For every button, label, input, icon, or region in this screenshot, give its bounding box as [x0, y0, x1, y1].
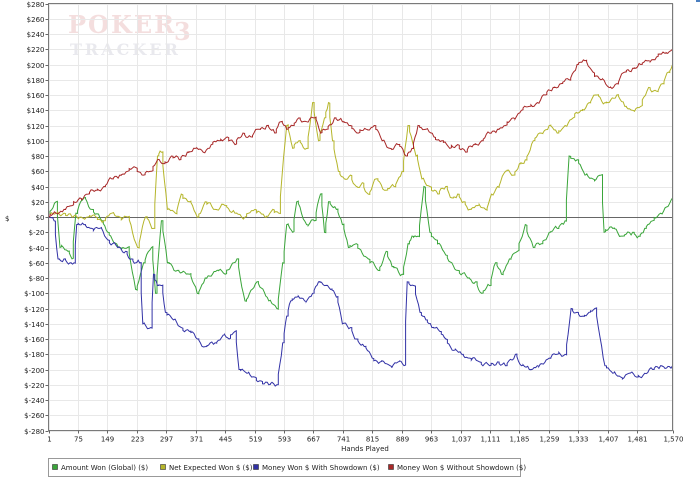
y-tick-label: $220: [27, 46, 45, 54]
edge-marker: [696, 0, 700, 2]
x-tick-label: 889: [396, 436, 409, 444]
y-axis-ticks: $280 $260 $240 $220 $200 $180 $160 $140 $120 $100…: [24, 1, 49, 436]
x-tick-label: 1,570: [663, 436, 683, 444]
legend-label: Net Expected Won $ ($): [169, 464, 253, 472]
y-tick-label: $260: [27, 16, 45, 24]
legend: Amount Won (Global) ($) Net Expected Won …: [48, 458, 526, 477]
y-tick-label: $120: [27, 123, 45, 131]
y-tick-label: $80: [31, 153, 44, 161]
legend-label: Money Won $ Without Showdown ($): [397, 464, 526, 472]
y-tick-label: $60: [31, 168, 44, 176]
y-tick-label: $-20: [29, 229, 45, 237]
legend-label: Amount Won (Global) ($): [61, 464, 148, 472]
y-axis-title: $: [5, 215, 9, 223]
y-tick-label: $-220: [24, 382, 44, 390]
series-lines: [48, 48, 673, 387]
y-tick-label: $-100: [24, 290, 44, 298]
x-tick-label: 75: [74, 436, 83, 444]
x-tick-label: 1,333: [568, 436, 588, 444]
legend-swatch: [388, 464, 394, 470]
series-line: [48, 215, 673, 387]
logo-mark: 3: [174, 17, 193, 46]
x-tick-label: 593: [278, 436, 291, 444]
series-line: [48, 48, 673, 218]
x-tick-label: 815: [366, 436, 379, 444]
y-tick-label: $-120: [24, 306, 44, 314]
x-tick-label: 1,111: [480, 436, 500, 444]
x-axis-title: Hands Played: [341, 445, 389, 453]
y-tick-label: $-60: [29, 260, 45, 268]
y-tick-label: $-200: [24, 367, 44, 375]
x-tick-label: 371: [190, 436, 203, 444]
y-tick-label: $-280: [24, 428, 44, 436]
x-tick-label: 1,481: [627, 436, 647, 444]
x-tick-label: 1,037: [451, 436, 471, 444]
x-tick-label: 149: [101, 436, 114, 444]
x-tick-label: 667: [307, 436, 320, 444]
y-tick-label: $-180: [24, 351, 44, 359]
y-tick-label: $-160: [24, 336, 44, 344]
y-tick-label: $240: [27, 31, 45, 39]
x-tick-label: 519: [249, 436, 262, 444]
series-line: [48, 155, 673, 310]
x-tick-label: 1,407: [598, 436, 618, 444]
y-tick-label: $-240: [24, 397, 44, 405]
x-axis-ticks: 1 75 149 223 297 371 445 519 593 667 741 815 889 963 1…: [47, 430, 684, 444]
legend-swatch: [52, 464, 58, 470]
x-tick-label: 445: [219, 436, 232, 444]
y-tick-label: $-260: [24, 412, 44, 420]
y-tick-label: $280: [27, 1, 45, 9]
y-tick-label: $20: [31, 199, 44, 207]
y-tick-label: $-140: [24, 321, 44, 329]
x-tick-label: 223: [131, 436, 144, 444]
x-tick-label: 1,185: [509, 436, 529, 444]
y-tick-label: $180: [27, 77, 45, 85]
x-tick-label: 963: [425, 436, 438, 444]
x-tick-label: 741: [337, 436, 350, 444]
y-tick-label: $200: [27, 62, 45, 70]
legend-swatch: [253, 464, 259, 470]
y-tick-label: $160: [27, 92, 45, 100]
y-tick-label: $0: [36, 214, 45, 222]
legend-swatch: [160, 464, 166, 470]
series-line: [48, 64, 673, 249]
x-tick-label: 1,259: [539, 436, 559, 444]
legend-label: Money Won $ With Showdown ($): [262, 464, 380, 472]
y-tick-label: $-40: [29, 245, 45, 253]
y-tick-label: $40: [31, 184, 44, 192]
x-tick-label: 1: [47, 436, 51, 444]
y-tick-label: $100: [27, 138, 45, 146]
y-tick-label: $-80: [29, 275, 45, 283]
x-tick-label: 297: [160, 436, 173, 444]
y-tick-label: $140: [27, 107, 45, 115]
